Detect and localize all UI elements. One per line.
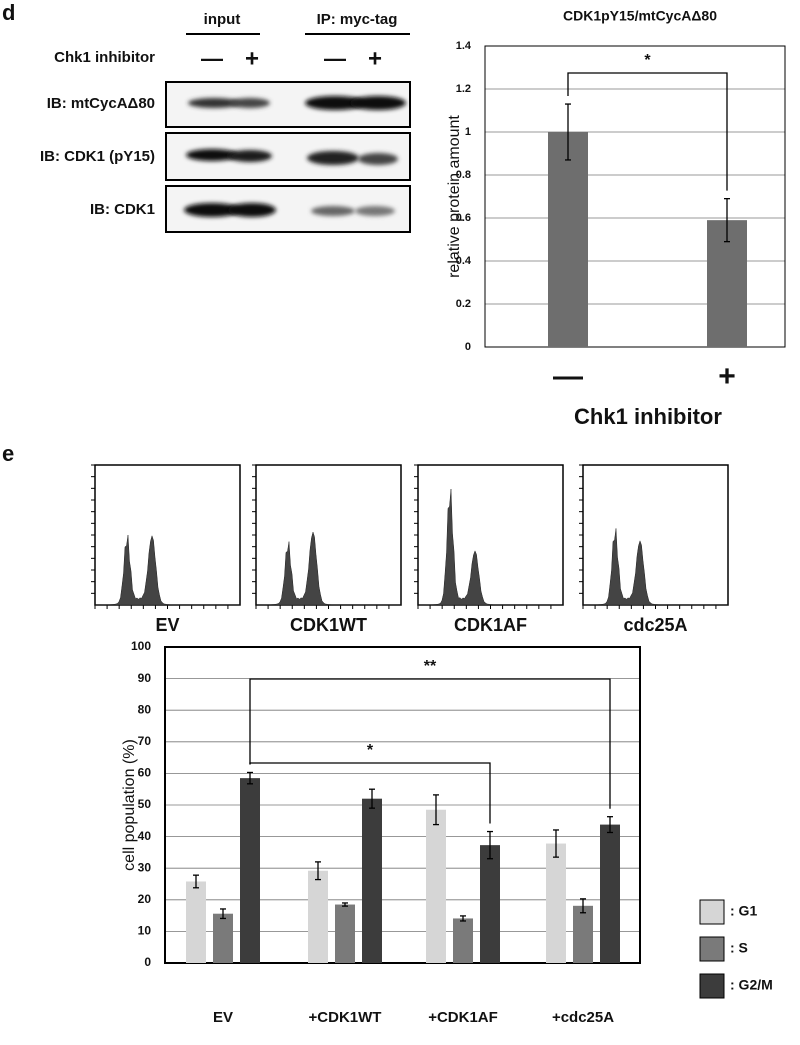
bar [546, 843, 566, 963]
blot-row-label: IB: CDK1 (pY15) [40, 148, 155, 165]
chart-title: CDK1pY15/mtCycAΔ80 [563, 8, 717, 24]
histogram-frame [255, 464, 402, 606]
blot-row-label: IB: mtCycAΔ80 [47, 95, 155, 112]
y-tick-label: 80 [138, 702, 152, 716]
bar [213, 913, 233, 963]
blot-header: IP: myc-tag [317, 11, 398, 28]
histograms [91, 464, 729, 609]
error-bar [487, 830, 493, 860]
legend-label: : G1 [730, 903, 757, 919]
plot-frame [484, 45, 786, 348]
y-tick-label: 1.4 [456, 40, 472, 52]
error-bar [607, 816, 613, 834]
y-tick-label: 70 [138, 734, 152, 748]
treatment-sign: — [324, 46, 346, 71]
error-bar [460, 915, 466, 922]
significance-bracket [249, 762, 491, 824]
y-tick-label: 1 [465, 126, 471, 138]
y-tick-label: 20 [138, 892, 152, 906]
x-tick-label: +CDK1WT [309, 1009, 382, 1026]
legend-label: : S [730, 940, 748, 956]
blot-header: input [204, 11, 241, 28]
legend-swatch [699, 936, 725, 962]
bar [240, 778, 260, 963]
y-tick-label: 40 [138, 829, 152, 843]
y-tick-label: 0.8 [456, 169, 471, 181]
error-bar [315, 861, 321, 881]
blot-row-label: IB: CDK1 [90, 201, 155, 218]
histogram-frame [582, 464, 729, 606]
bar [335, 904, 355, 963]
treatment-sign: + [245, 45, 259, 72]
histogram-shape [582, 528, 728, 606]
x-tick-label: + [718, 360, 736, 393]
histogram-shape [255, 531, 401, 606]
significance-label: * [644, 52, 651, 69]
y-tick-label: 100 [131, 639, 151, 653]
histogram-label: cdc25A [623, 615, 687, 635]
treatment-sign: + [368, 45, 382, 72]
x-axis-label: Chk1 inhibitor [574, 404, 722, 429]
treatment-sign: — [201, 46, 223, 71]
y-tick-label: 10 [138, 924, 152, 938]
y-tick-label: 30 [138, 860, 152, 874]
significance-bracket [249, 678, 611, 809]
bar [548, 132, 588, 347]
y-tick-label: 0.2 [456, 298, 471, 310]
x-tick-label: +CDK1AF [428, 1009, 498, 1026]
y-tick-label: 0.4 [456, 255, 472, 267]
y-tick-label: 50 [138, 797, 152, 811]
blot [165, 81, 411, 233]
y-tick-label: 0 [144, 955, 151, 969]
bar [600, 824, 620, 963]
plot-frame [164, 646, 641, 964]
bar [426, 809, 446, 963]
histogram-frame [417, 464, 564, 606]
histogram-label: CDK1AF [454, 615, 527, 635]
bar [453, 918, 473, 963]
error-bar [433, 794, 439, 826]
bar [573, 905, 593, 963]
x-tick-label: — [553, 360, 583, 393]
error-bar [580, 898, 586, 914]
histogram-label: CDK1WT [290, 615, 367, 635]
bar [362, 798, 382, 963]
error-bar [247, 771, 253, 785]
y-axis-label: cell population (%) [121, 739, 138, 871]
error-bar [565, 103, 571, 161]
histogram-shape [94, 534, 240, 606]
y-tick-label: 60 [138, 766, 152, 780]
error-bar [724, 197, 730, 243]
histogram-shape [417, 488, 563, 606]
significance-label: * [367, 742, 374, 759]
histogram-frame [94, 464, 241, 606]
error-bar [193, 874, 199, 889]
error-bar [220, 908, 226, 920]
y-tick-label: 90 [138, 671, 152, 685]
legend-label: : G2/M [730, 977, 773, 993]
significance-label: ** [424, 658, 437, 675]
y-tick-label: 1.2 [456, 83, 471, 95]
x-tick-label: EV [213, 1009, 233, 1026]
histogram-label: EV [155, 615, 179, 635]
bar [308, 870, 328, 963]
y-tick-label: 0 [465, 341, 471, 353]
bar [480, 845, 500, 963]
legend-swatch [699, 899, 725, 925]
panel-label: d [2, 0, 15, 25]
legend-swatch [699, 973, 725, 999]
y-tick-label: 0.6 [456, 212, 471, 224]
x-tick-label: +cdc25A [552, 1009, 614, 1026]
error-bar [342, 902, 348, 907]
error-bar [553, 829, 559, 858]
y-axis-label: relative protein amount [446, 115, 463, 278]
panel-label: e [2, 441, 14, 466]
treatment-label: Chk1 inhibitor [54, 49, 155, 66]
bar [186, 881, 206, 963]
error-bar [369, 788, 375, 809]
significance-bracket [567, 72, 728, 191]
